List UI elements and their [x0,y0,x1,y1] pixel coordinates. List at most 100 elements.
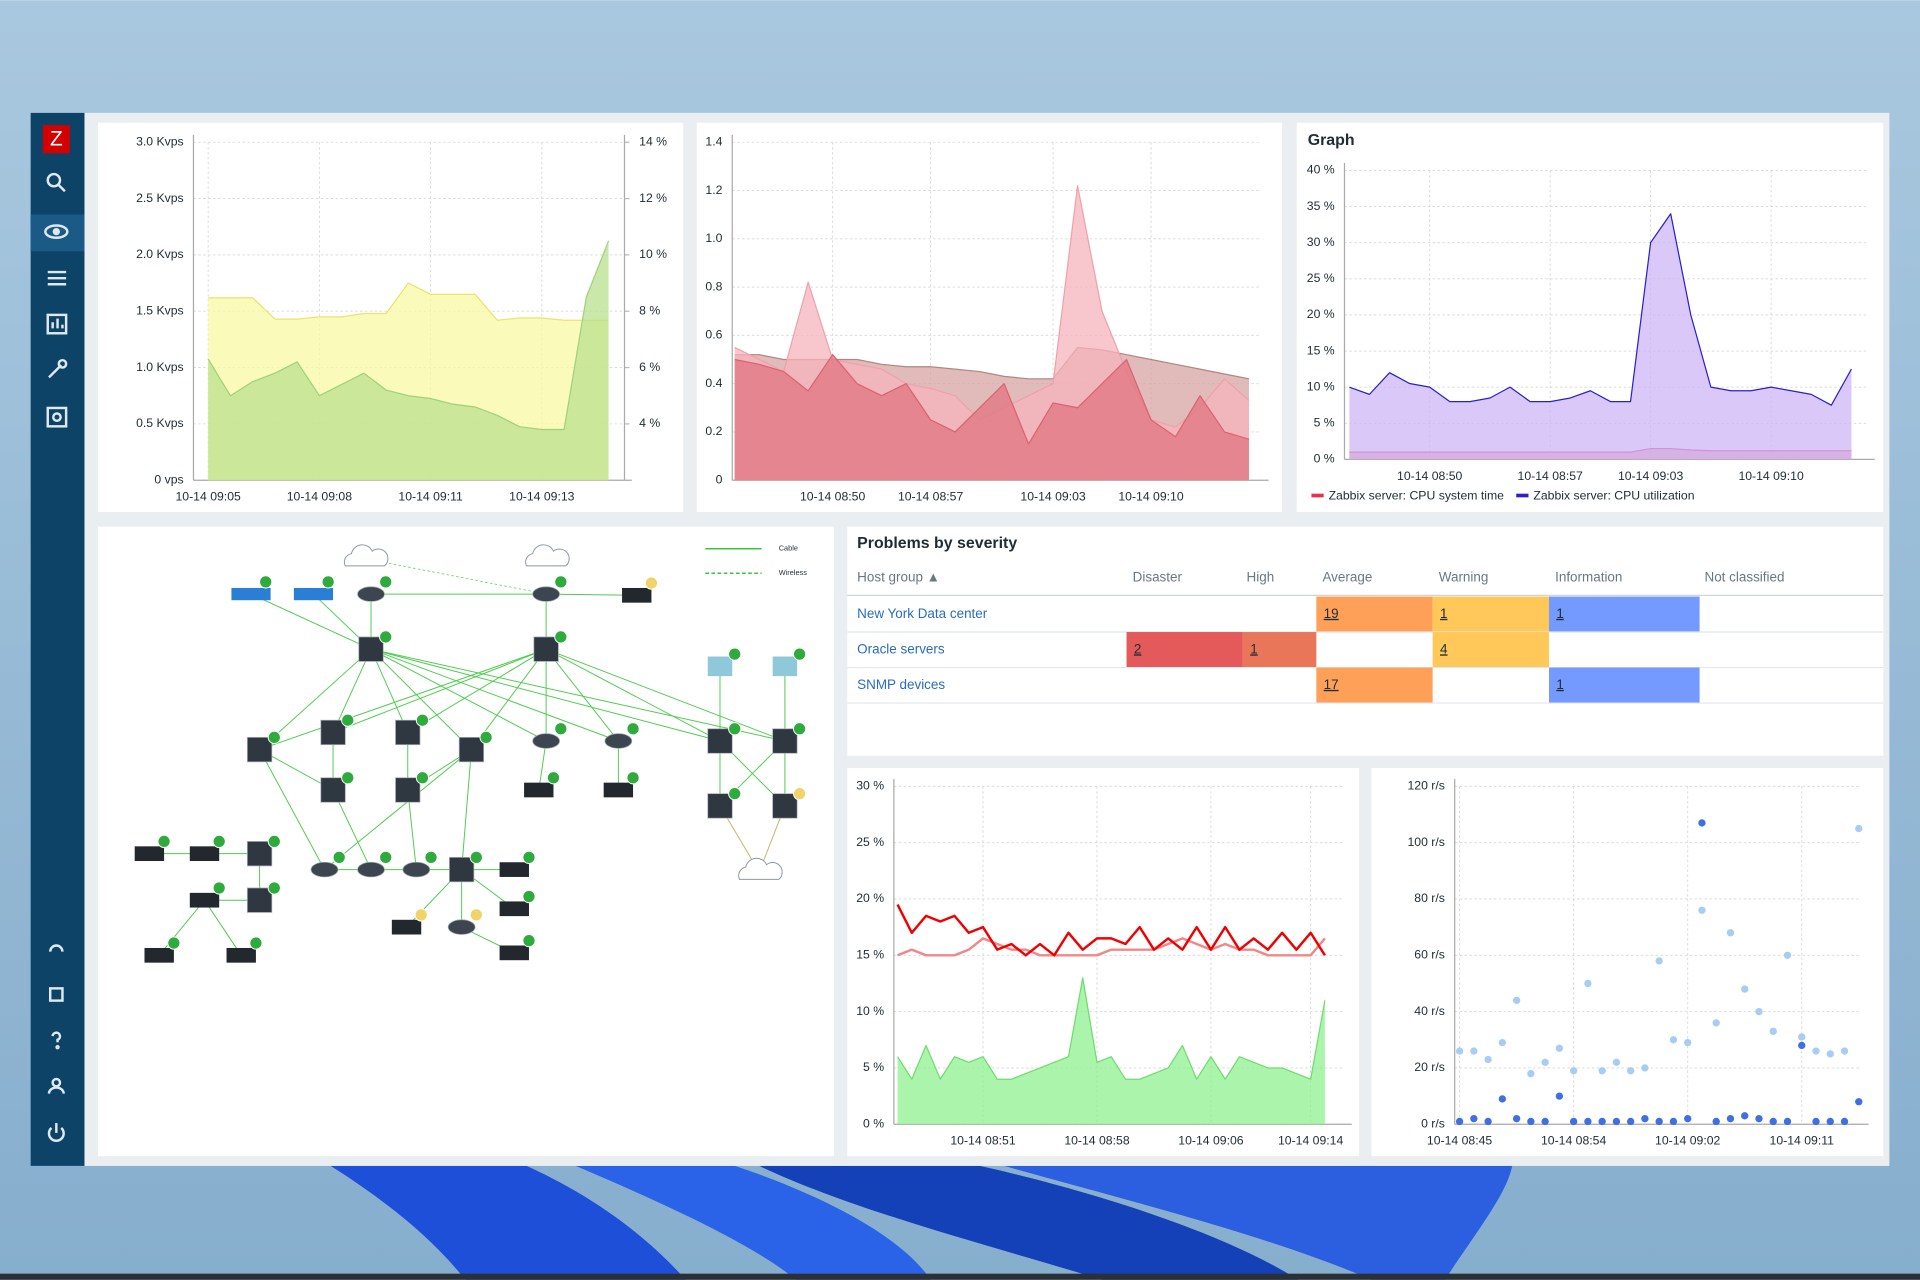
map-switch[interactable] [707,728,733,754]
severity-count[interactable]: 1 [1440,606,1447,621]
scatter-point [1840,1047,1849,1055]
map-switch[interactable] [449,856,475,883]
monitoring-icon[interactable] [44,224,69,239]
reports-icon[interactable] [46,313,68,335]
map-switch[interactable] [772,728,798,754]
severity-count[interactable]: 4 [1440,641,1448,656]
map-router[interactable] [357,586,385,602]
x-tick-label: 10-14 09:14 [1278,1134,1344,1148]
map-router[interactable] [604,733,633,749]
scatter-point [1812,1117,1820,1126]
severity-cell [1432,632,1549,668]
map-status [249,936,263,950]
x-tick-label: 10-14 09:06 [1178,1134,1244,1148]
search-icon[interactable] [46,172,66,193]
map-link [370,648,547,742]
admin-icon[interactable] [46,406,68,428]
severity-count[interactable]: 17 [1324,677,1339,692]
map-switch[interactable] [533,636,559,662]
map-status [212,834,226,849]
y-tick-label: 10 % [1307,379,1335,393]
map-router[interactable] [357,861,385,878]
widget [97,526,834,1157]
map-status [157,834,171,849]
map-switch[interactable] [395,777,421,803]
map-link [545,648,786,742]
map-device[interactable] [772,656,798,677]
map-status [267,730,281,744]
series-line [734,354,1250,445]
map-device[interactable] [144,947,174,963]
map-switch[interactable] [707,793,733,819]
sidebar-bg [30,112,85,1166]
share-icon[interactable] [48,987,64,1002]
map-router[interactable] [402,861,431,878]
map-switch[interactable] [320,777,346,803]
support-icon[interactable] [48,944,64,952]
y2-tick-label: 10 % [639,247,667,261]
inventory-icon[interactable] [47,270,67,286]
help-icon[interactable] [51,1031,62,1050]
map-device[interactable] [524,782,554,798]
map-switch[interactable] [358,636,384,662]
y2-tick-label: 4 % [639,416,660,430]
x-tick-label: 10-14 09:10 [1118,490,1184,504]
severity-count[interactable]: 19 [1324,606,1339,621]
scatter-point [1826,1117,1834,1126]
cloud [525,544,570,567]
severity-cell [1432,596,1549,633]
map-device[interactable] [231,587,271,601]
map-device[interactable] [622,587,652,603]
scatter-point [1569,1067,1578,1075]
host-group[interactable]: SNMP devices [857,677,945,692]
map-device[interactable] [189,892,220,908]
map-status [321,575,335,589]
logout-icon[interactable] [47,1123,65,1142]
map-device[interactable] [134,846,165,862]
map-router[interactable] [310,861,339,878]
config-icon[interactable] [48,358,68,379]
host-group[interactable]: New York Data center [857,606,988,621]
map-switch[interactable] [458,736,485,763]
map-device[interactable] [499,862,529,877]
map-device[interactable] [226,947,256,963]
map-device[interactable] [189,846,220,862]
scatter-point [1698,819,1706,827]
scatter-point [1741,1112,1749,1120]
map-switch[interactable] [246,887,273,913]
user-icon[interactable] [47,1077,65,1094]
map-router[interactable] [532,586,560,602]
map-status [626,771,640,785]
map-device[interactable] [499,901,529,917]
host-group[interactable]: Oracle servers [857,641,945,656]
map-switch[interactable] [772,793,798,819]
map-device[interactable] [603,782,634,798]
map-link [324,749,472,870]
logo[interactable] [42,125,70,154]
scatter-point [1498,1095,1507,1103]
map-status [728,722,742,736]
scatter-point [1470,1047,1478,1055]
map-device[interactable] [293,587,334,601]
y-tick-label: 20 r/s [1414,1060,1445,1074]
map-device[interactable] [499,945,529,961]
scatter-point [1584,979,1592,988]
severity-count[interactable]: 1 [1556,677,1563,692]
map-device[interactable] [707,656,733,677]
map-router[interactable] [532,733,560,749]
map-switch[interactable] [246,736,273,763]
map-device[interactable] [391,919,422,935]
severity-count[interactable]: 1 [1250,641,1257,656]
map-link [370,648,619,742]
series-line [1349,213,1852,406]
scatter-point [1555,1092,1564,1100]
map-switch[interactable] [395,719,421,746]
map-switch[interactable] [246,841,273,867]
severity-count[interactable]: 1 [1556,606,1563,621]
x-tick-label: 10-14 09:05 [176,490,242,504]
severity-count[interactable]: 2 [1134,641,1141,656]
map-switch[interactable] [320,719,346,746]
scatter-point [1555,1044,1564,1052]
column-header[interactable]: Host group ▲ [857,570,940,585]
map-router[interactable] [447,919,476,935]
